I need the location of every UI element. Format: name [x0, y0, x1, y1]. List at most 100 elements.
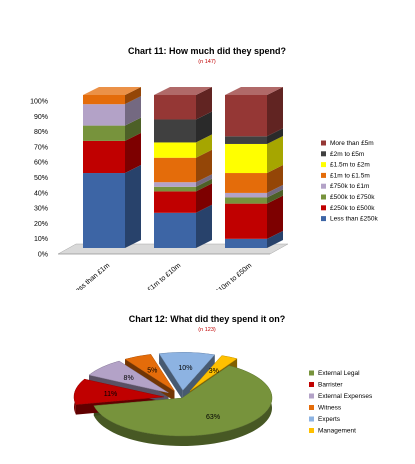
chart-11-legend-item: £1.5m to £2m: [321, 162, 370, 169]
bar-segment-side: [125, 87, 141, 105]
chart-11-legend-item: £1m to £1.5m: [321, 172, 370, 179]
bar-segment: [225, 173, 267, 193]
chart-12-labels: 63% 11% 8% 5% 10% 3%: [104, 365, 220, 421]
bar-top: [225, 87, 283, 95]
legend-label: £1m to £1.5m: [330, 172, 370, 179]
legend-swatch: [309, 393, 314, 399]
bar-segment: [154, 142, 196, 158]
bar-segment: [154, 186, 196, 192]
legend-label: Witness: [318, 405, 342, 412]
chart-11-bars: [83, 87, 283, 248]
legend-label: £250k to £500k: [330, 205, 375, 212]
chart-11-legend: More than £5m £2m to £5m £1.5m to £2m £1m t…: [321, 140, 378, 223]
bar-segment: [225, 238, 267, 248]
bar-segment-side: [196, 174, 212, 187]
bar-segment: [225, 143, 267, 174]
bar-segment-side: [125, 165, 141, 248]
pie-slice-label: 10%: [178, 365, 192, 372]
chart-12-legend-item: External Legal: [309, 370, 360, 377]
bar-segment-side: [267, 230, 283, 248]
bar-segment: [83, 173, 125, 248]
chart-12-legend-item: Witness: [309, 405, 342, 412]
legend-swatch: [309, 405, 314, 410]
chart-11-y-tick: 10%: [34, 236, 48, 243]
legend-swatch: [321, 183, 326, 189]
bar-segment-side: [196, 178, 212, 192]
bar-segment-side: [196, 87, 212, 120]
pie-slice-label: 5%: [147, 368, 157, 375]
chart-11-y-tick: 0%: [38, 252, 48, 259]
bar-segment-side: [196, 204, 212, 248]
bar-segment-side: [196, 149, 212, 183]
chart-12-legend-item: Barrister: [309, 382, 343, 389]
legend-swatch: [321, 140, 326, 146]
chart-11-bar-stack: [154, 87, 212, 248]
legend-swatch: [309, 382, 314, 387]
chart-11-y-ticks: 0% 10% 20% 30% 40% 50% 60% 70% 80% 90% 100%: [30, 99, 48, 259]
bar-segment-side: [196, 111, 212, 143]
bar-segment-side: [125, 96, 141, 126]
legend-swatch: [321, 151, 326, 157]
chart-11-y-tick: 90%: [34, 114, 48, 121]
chart-12-slices: [73, 352, 273, 437]
chart-12-title: Chart 12: What did they spend it on?: [129, 314, 286, 324]
legend-label: Less than £250k: [330, 216, 378, 223]
chart-11-title: Chart 11: How much did they spend?: [128, 46, 286, 56]
pie-slice: [158, 352, 216, 391]
pie-slice-wall: [182, 354, 215, 401]
chart-11-bar-stack: [83, 87, 141, 248]
bar-segment-side: [267, 189, 283, 204]
legend-swatch: [321, 205, 326, 211]
legend-label: External Expenses: [318, 393, 373, 400]
bar-segment: [83, 140, 125, 174]
chart-11-legend-item: Less than £250k: [321, 216, 378, 223]
bar-segment: [225, 95, 267, 137]
chart-12-subtitle: (n 123): [198, 327, 216, 333]
bar-segment: [225, 203, 267, 239]
pie-slice: [73, 378, 165, 405]
bar-segment: [83, 104, 125, 126]
legend-swatch: [309, 370, 314, 376]
legend-swatch: [321, 194, 326, 200]
chart-11-y-tick: 70%: [34, 144, 48, 151]
bar-segment-side: [267, 128, 283, 144]
chart-11-y-tick: 60%: [34, 160, 48, 167]
chart-11-legend-item: £500k to £750k: [321, 194, 375, 201]
chart-11-y-tick: 80%: [34, 129, 48, 136]
chart-12-legend-item: Experts: [309, 416, 341, 423]
bar-segment-side: [267, 135, 283, 174]
bar-segment-side: [267, 165, 283, 193]
bar-segment-side: [267, 195, 283, 239]
pie-slice-wall: [159, 353, 183, 401]
chart-11-legend-item: More than £5m: [321, 140, 374, 147]
chart-11: Chart 11: How much did they spend? (n 14…: [30, 46, 378, 290]
legend-label: £1.5m to £2m: [330, 162, 370, 169]
legend-label: Experts: [318, 416, 341, 423]
chart-11-subtitle: (n 147): [198, 59, 216, 65]
bar-segment-side: [196, 134, 212, 158]
chart-11-legend-item: £2m to £5m: [321, 151, 364, 158]
bar-segment-side: [267, 87, 283, 137]
bar-segment-side: [125, 132, 141, 174]
chart-12-legend: External Legal Barrister External Expenses…: [309, 370, 373, 435]
chart-11-y-tick: 40%: [34, 190, 48, 197]
pie-slice: [124, 354, 175, 392]
pie-slice: [88, 360, 169, 394]
chart-11-y-tick: 100%: [30, 99, 48, 106]
legend-swatch: [309, 428, 314, 433]
bar-segment: [154, 212, 196, 248]
pie-slice-label: 63%: [206, 414, 220, 421]
legend-label: Management: [318, 428, 356, 435]
bar-segment-side: [125, 117, 141, 141]
pie-slice: [189, 355, 238, 392]
bar-segment-side: [196, 183, 212, 213]
chart-11-legend-item: £250k to £500k: [321, 205, 375, 212]
bar-segment: [225, 136, 267, 144]
bar-segment: [225, 192, 267, 198]
pie-slice-label: 11%: [104, 391, 118, 398]
chart-12-legend-item: Management: [309, 428, 356, 435]
legend-label: More than £5m: [330, 140, 374, 147]
chart-11-y-tick: 50%: [34, 175, 48, 182]
